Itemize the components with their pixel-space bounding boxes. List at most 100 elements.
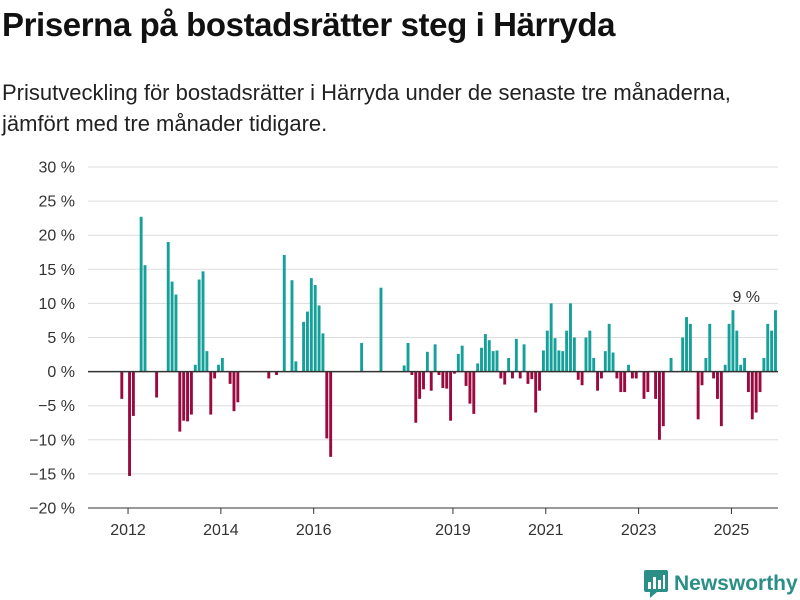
bar [437, 371, 441, 376]
bar [642, 371, 646, 399]
bar [201, 271, 205, 372]
y-tick-label: 5 % [47, 330, 75, 347]
bar [275, 371, 278, 376]
bar [480, 347, 483, 372]
bar [766, 323, 770, 372]
chart-title: Priserna på bostadsrätter steg i Härryda [2, 6, 616, 43]
bar [309, 278, 313, 372]
bar [746, 371, 750, 393]
bar [623, 371, 627, 393]
bar [545, 330, 549, 372]
bar [774, 310, 777, 372]
bar [603, 351, 607, 372]
bar [607, 323, 611, 372]
bar [182, 371, 186, 421]
bar [507, 357, 511, 372]
y-tick-label: −20 % [29, 501, 75, 518]
bar [170, 281, 174, 372]
bar [534, 371, 538, 413]
x-tick-label: 2012 [110, 522, 146, 539]
bar [503, 371, 507, 385]
bar [735, 330, 739, 372]
bar [723, 364, 727, 372]
bar [139, 216, 143, 372]
bar [541, 350, 545, 372]
bar [155, 371, 159, 398]
bar [538, 371, 541, 391]
bar [429, 371, 433, 391]
bar [282, 254, 286, 372]
bar [217, 364, 220, 372]
bar [453, 371, 456, 374]
newsworthy-logo-text: Newsworthy [674, 572, 798, 595]
grid-lines [88, 166, 778, 509]
bar [174, 294, 178, 372]
bar [329, 371, 333, 457]
bar [576, 371, 580, 380]
x-tick-label: 2014 [203, 522, 239, 539]
bar [596, 371, 600, 391]
bar [708, 323, 712, 372]
bar [460, 345, 464, 372]
bar [634, 371, 638, 379]
bar [658, 371, 661, 440]
x-axis: 2012 2014 2016 2019 2021 2023 2025 [88, 507, 778, 539]
bar [762, 357, 766, 372]
bar [727, 323, 731, 372]
bar [630, 371, 634, 379]
bar [325, 371, 329, 439]
bar [561, 351, 565, 372]
bars [120, 216, 777, 476]
bar [758, 371, 762, 393]
y-tick-label: 30 % [39, 160, 75, 177]
bar [553, 338, 557, 372]
bar [205, 351, 209, 372]
x-tick-label: 2021 [528, 522, 564, 539]
newsworthy-logo-icon [644, 570, 668, 598]
bar [557, 350, 561, 372]
bar [128, 371, 131, 476]
bar [514, 338, 518, 372]
bar [302, 321, 306, 372]
bar [317, 305, 321, 372]
bar [236, 371, 240, 403]
y-tick-label: −5 % [38, 398, 75, 415]
bar [646, 371, 650, 393]
bar [754, 371, 758, 413]
bar [611, 352, 615, 372]
bar [166, 242, 170, 372]
chart-subtitle: Prisutveckling för bostadsrätter i Härry… [2, 80, 731, 136]
bar [402, 365, 406, 372]
bar [681, 337, 685, 372]
bar [592, 357, 596, 372]
bar [495, 350, 499, 372]
bar [569, 303, 572, 372]
bar [290, 280, 294, 372]
bar [186, 371, 190, 422]
bar [445, 371, 449, 389]
bar [406, 342, 410, 372]
bar [588, 330, 592, 372]
bar [750, 371, 754, 420]
bar [700, 371, 704, 386]
y-tick-label: 15 % [39, 262, 75, 279]
bar [410, 371, 414, 376]
bar [143, 265, 147, 372]
bar [719, 371, 723, 427]
bar [468, 371, 472, 404]
x-tick-label: 2023 [621, 522, 657, 539]
bar [433, 344, 437, 372]
bar [584, 337, 588, 372]
bar [209, 371, 213, 415]
bar [739, 364, 743, 372]
bar [669, 357, 673, 372]
x-tick-label: 2025 [714, 522, 750, 539]
bar [688, 323, 692, 372]
bar [483, 334, 487, 372]
bar [267, 371, 271, 379]
y-tick-label: 25 % [39, 194, 75, 211]
bar [306, 311, 309, 372]
bar [627, 364, 630, 372]
newsworthy-logo[interactable]: Newsworthy [644, 569, 798, 599]
bar [526, 371, 530, 384]
